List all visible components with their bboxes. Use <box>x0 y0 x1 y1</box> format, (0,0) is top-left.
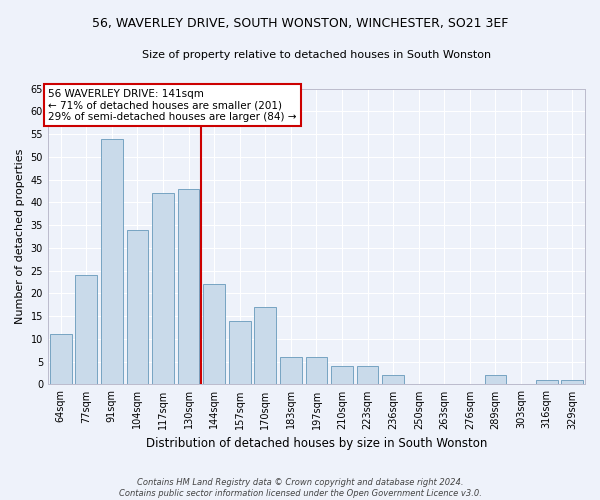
Bar <box>76 275 97 384</box>
Bar <box>305 357 328 384</box>
Text: Contains HM Land Registry data © Crown copyright and database right 2024.
Contai: Contains HM Land Registry data © Crown c… <box>119 478 481 498</box>
Text: 56, WAVERLEY DRIVE, SOUTH WONSTON, WINCHESTER, SO21 3EF: 56, WAVERLEY DRIVE, SOUTH WONSTON, WINCH… <box>92 18 508 30</box>
X-axis label: Distribution of detached houses by size in South Wonston: Distribution of detached houses by size … <box>146 437 487 450</box>
Bar <box>101 138 123 384</box>
Bar <box>254 307 276 384</box>
Bar <box>50 334 71 384</box>
Bar <box>280 357 302 384</box>
Bar <box>562 380 583 384</box>
Bar <box>127 230 148 384</box>
Bar <box>178 188 199 384</box>
Text: 56 WAVERLEY DRIVE: 141sqm
← 71% of detached houses are smaller (201)
29% of semi: 56 WAVERLEY DRIVE: 141sqm ← 71% of detac… <box>48 88 296 122</box>
Bar <box>203 284 225 384</box>
Bar <box>536 380 557 384</box>
Y-axis label: Number of detached properties: Number of detached properties <box>15 149 25 324</box>
Bar <box>331 366 353 384</box>
Bar <box>382 376 404 384</box>
Bar <box>357 366 379 384</box>
Bar <box>485 376 506 384</box>
Bar <box>229 320 251 384</box>
Bar <box>152 193 174 384</box>
Title: Size of property relative to detached houses in South Wonston: Size of property relative to detached ho… <box>142 50 491 60</box>
